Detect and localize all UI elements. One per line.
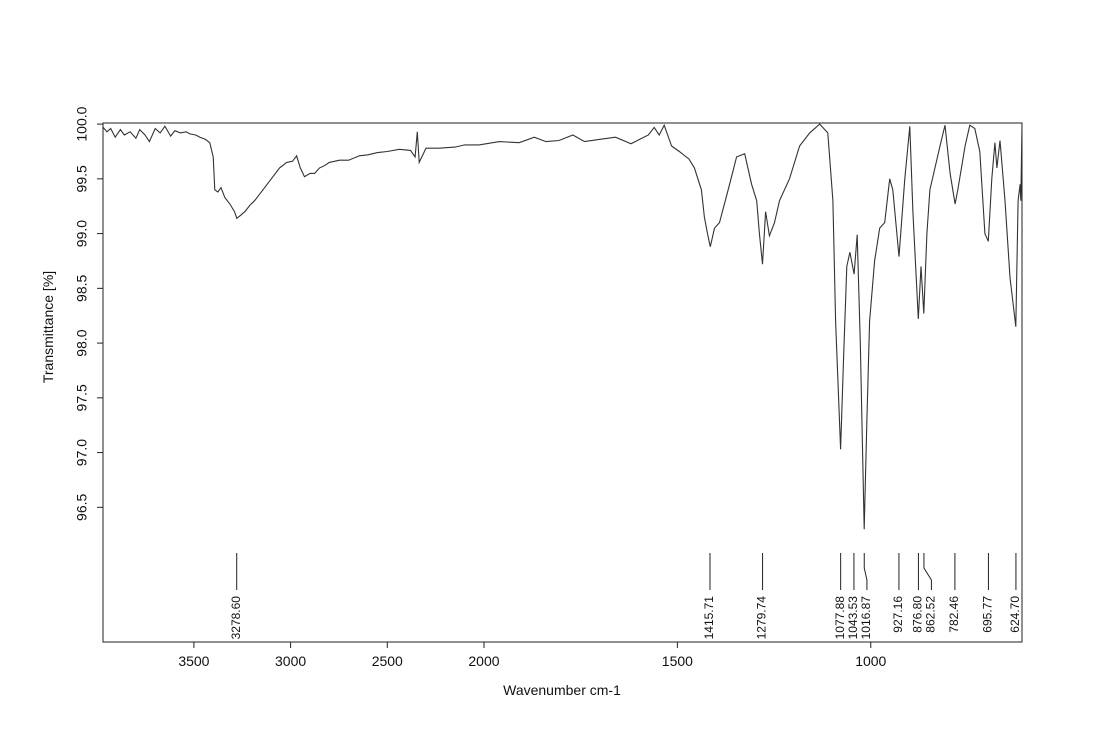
y-tick-label: 97.0 — [74, 439, 90, 466]
peak-label: 1077.88 — [833, 596, 847, 640]
peak-label: 624.70 — [1008, 596, 1022, 633]
peak-label: 1415.71 — [702, 596, 716, 640]
x-tick-label: 1000 — [855, 653, 886, 669]
spectrum-line — [102, 123, 1023, 530]
x-tick-label: 2500 — [372, 653, 403, 669]
peak-label: 1043.53 — [846, 596, 860, 640]
peak-marker — [863, 553, 868, 590]
x-tick-label: 3000 — [275, 653, 306, 669]
peak-label: 927.16 — [891, 596, 905, 633]
y-tick-label: 100.0 — [74, 106, 90, 141]
peak-label: 1279.74 — [755, 596, 769, 640]
y-tick-label: 99.0 — [74, 220, 90, 247]
peak-label: 862.52 — [924, 596, 938, 633]
peak-label: 876.80 — [911, 596, 925, 633]
plot-frame — [102, 122, 1023, 643]
peak-marker — [923, 553, 932, 590]
y-tick-label: 99.5 — [74, 165, 90, 192]
y-axis-label: Transmittance [%] — [40, 271, 56, 383]
x-tick-label: 3500 — [178, 653, 209, 669]
peak-label: 695.77 — [981, 596, 995, 633]
y-tick-label: 98.0 — [74, 329, 90, 356]
y-tick-label: 98.5 — [74, 274, 90, 301]
x-tick-label: 1500 — [662, 653, 693, 669]
peak-label: 782.46 — [947, 596, 961, 633]
y-tick-label: 96.5 — [74, 493, 90, 520]
x-tick-label: 2000 — [468, 653, 499, 669]
y-tick-label: 97.5 — [74, 384, 90, 411]
peak-label: 3278.60 — [229, 596, 243, 640]
x-axis-label: Wavenumber cm-1 — [503, 682, 621, 698]
peak-label: 1016.87 — [859, 596, 873, 640]
